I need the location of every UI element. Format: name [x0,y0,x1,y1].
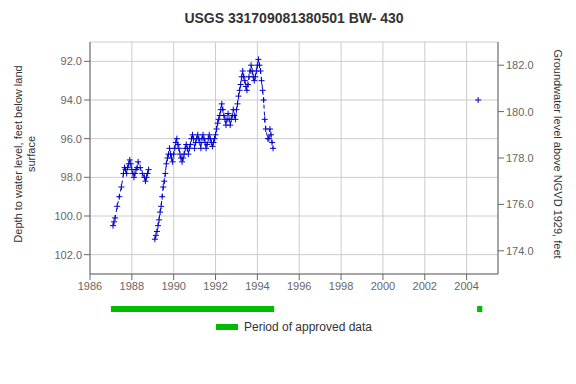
svg-text:2000: 2000 [371,280,395,292]
svg-text:1988: 1988 [120,280,144,292]
svg-text:178.0: 178.0 [506,152,534,164]
svg-text:1994: 1994 [245,280,269,292]
svg-text:2004: 2004 [454,280,478,292]
html-text:Groundwater level above NGVD 1: Groundwater level above NGVD 1929, feet [551,49,564,259]
svg-text:100.0: 100.0 [54,210,82,222]
svg-text:98.0: 98.0 [61,171,82,183]
svg-text:92.0: 92.0 [61,55,82,67]
svg-text:180.0: 180.0 [506,106,534,118]
svg-text:1992: 1992 [203,280,227,292]
html-text:Depth to water level, feet bel: Depth to water level, feet below land su… [12,65,37,243]
svg-text:2002: 2002 [413,280,437,292]
html-text:Period of approved data: Period of approved data [244,320,372,334]
svg-text:176.0: 176.0 [506,198,534,210]
svg-text:182.0: 182.0 [506,59,534,71]
html-text:USGS 331709081380501 BW- 430: USGS 331709081380501 BW- 430 [184,10,404,26]
svg-text:102.0: 102.0 [54,249,82,261]
svg-text:94.0: 94.0 [61,94,82,106]
svg-text:96.0: 96.0 [61,133,82,145]
svg-text:1996: 1996 [287,280,311,292]
svg-text:174.0: 174.0 [506,245,534,257]
svg-text:1990: 1990 [161,280,185,292]
svg-text:1986: 1986 [78,280,102,292]
svg-text:1998: 1998 [329,280,353,292]
